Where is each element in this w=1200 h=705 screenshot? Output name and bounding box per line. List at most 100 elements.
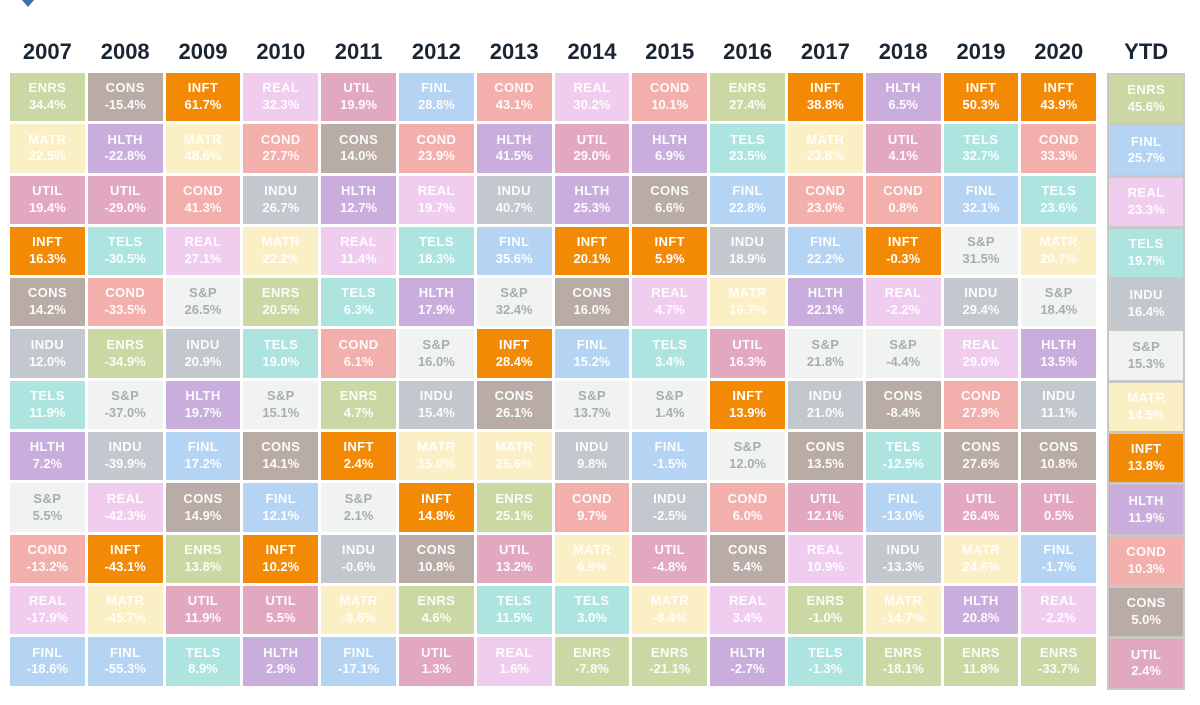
- sector-code: S&P: [1044, 285, 1073, 301]
- return-cell-2010-util: UTIL 5.5%: [243, 585, 319, 635]
- sector-return-value: 22.2%: [262, 251, 300, 267]
- sector-code: ENRS: [884, 644, 923, 660]
- sector-code: MATR: [183, 131, 223, 147]
- sector-return-value: 30.2%: [573, 97, 611, 113]
- sector-code: MATR: [106, 593, 145, 609]
- sector-code: ENRS: [417, 593, 456, 609]
- sector-return-value: -14.7%: [882, 610, 924, 626]
- sector-return-value: 22.2%: [806, 251, 844, 267]
- sector-code: FINL: [498, 234, 530, 250]
- sector-code: UTIL: [1130, 646, 1162, 662]
- sector-return-value: -13.2%: [26, 558, 68, 574]
- sector-return-value: -0.3%: [886, 251, 921, 267]
- sector-code: HLTH: [729, 644, 766, 660]
- sector-return-value: 3.0%: [577, 610, 607, 626]
- sector-code: COND: [649, 80, 690, 96]
- year-header-2007: 2007: [22, 39, 72, 64]
- sector-return-value: 11.8%: [962, 661, 1000, 677]
- return-cell-2019-matr: MATR 24.6%: [943, 534, 1019, 583]
- sector-code: COND: [183, 182, 223, 198]
- sector-return-value: -43.1%: [104, 558, 146, 574]
- sector-code: REAL: [962, 336, 1000, 352]
- sector-code: MATR: [495, 439, 534, 455]
- return-cell-2017-finl: FINL 22.2%: [787, 226, 863, 276]
- year-header-2011: 2011: [334, 39, 383, 64]
- return-cell-2010-enrs: ENRS 20.5%: [243, 278, 319, 327]
- return-cell-2014-finl: FINL 15.2%: [554, 329, 630, 378]
- sector-code: REAL: [262, 80, 300, 96]
- return-cell-2017-inft: INFT 38.8%: [787, 73, 863, 122]
- sector-return-value: -22.8%: [104, 148, 146, 164]
- return-cell-2018-indu: INDU -13.3%: [865, 534, 941, 583]
- return-cell-2008-real: REAL -42.3%: [87, 483, 163, 532]
- sector-code: HLTH: [807, 285, 844, 301]
- return-cell-2019-real: REAL 29.0%: [943, 329, 1019, 378]
- sector-code: S&P: [811, 336, 840, 352]
- year-column-2015: 2015 COND 10.1% HLTH 6.9% CONS 6.6% INFT 5.9% REA…: [632, 0, 708, 690]
- return-cell-2011-cond: COND 6.1%: [321, 329, 396, 378]
- sector-returns-table: 2007 ENRS 34.4% MATR 22.5% UTIL 19.4% INFT 16.3%…: [10, 0, 1186, 690]
- sector-code: ENRS: [28, 80, 67, 96]
- sector-return-value: 1.4%: [654, 404, 685, 420]
- return-cell-2019-cons: CONS 27.6%: [943, 432, 1019, 481]
- return-cell-2010-sp: S&P 15.1%: [243, 380, 319, 430]
- return-cell-2019-finl: FINL 32.1%: [943, 175, 1019, 224]
- return-cell-2011-indu: INDU -0.6%: [321, 534, 396, 583]
- year-column-2009: 2009 INFT 61.7% MATR 48.6% COND 41.3% REAL 27.1%…: [165, 0, 241, 690]
- return-cell-2020-indu: INDU 11.1%: [1021, 380, 1097, 430]
- sector-return-value: -2.2%: [886, 302, 921, 318]
- return-cell-2008-inft: INFT -43.1%: [87, 534, 163, 583]
- return-cell-2015-inft: INFT 5.9%: [632, 226, 708, 276]
- sector-code: UTIL: [1043, 490, 1074, 506]
- sector-return-value: 5.5%: [265, 610, 296, 626]
- sector-return-value: -30.5%: [104, 251, 146, 267]
- sector-code: ENRS: [495, 490, 534, 506]
- sector-return-value: -55.3%: [104, 661, 146, 677]
- sector-code: UTIL: [421, 644, 452, 660]
- return-cell-2007-hlth: HLTH 7.2%: [10, 432, 85, 481]
- sector-code: HLTH: [652, 131, 688, 147]
- year-column-body: INFT 61.7% MATR 48.6% COND 41.3% REAL 27.1% S&P 2…: [165, 73, 241, 686]
- sector-return-value: 31.5%: [962, 251, 1000, 267]
- collapse-arrow-icon[interactable]: [22, 0, 34, 7]
- sector-return-value: 15.3%: [1127, 355, 1165, 371]
- sector-code: COND: [416, 131, 457, 147]
- sector-code: FINL: [265, 490, 297, 506]
- sector-code: FINL: [965, 182, 997, 198]
- sector-code: CONS: [339, 131, 379, 147]
- sector-return-value: 25.7%: [1127, 150, 1165, 166]
- sector-return-value: 13.2%: [495, 558, 533, 574]
- sector-code: UTIL: [109, 182, 141, 198]
- return-cell-2015-tels: TELS 3.4%: [632, 329, 708, 378]
- return-cell-2008-hlth: HLTH -22.8%: [87, 124, 163, 173]
- sector-code: CONS: [261, 439, 301, 455]
- return-cell-2012-finl: FINL 28.8%: [398, 73, 474, 122]
- sector-code: FINL: [576, 336, 608, 352]
- sector-code: TELS: [341, 285, 376, 301]
- sector-return-value: -1.7%: [1041, 558, 1076, 574]
- sector-return-value: 50.3%: [962, 97, 1000, 113]
- sector-return-value: 1.3%: [421, 661, 452, 677]
- return-cell-2012-indu: INDU 15.4%: [398, 380, 474, 430]
- return-cell-2016-finl: FINL 22.8%: [710, 175, 785, 224]
- return-cell-2010-tels: TELS 19.0%: [243, 329, 319, 378]
- sector-code: INFT: [498, 336, 530, 352]
- return-cell-2018-real: REAL -2.2%: [865, 278, 941, 327]
- return-cell-2009-real: REAL 27.1%: [165, 226, 241, 276]
- year-column-body: UTIL 19.9% CONS 14.0% HLTH 12.7% REAL 11.4% TELS…: [321, 73, 396, 686]
- return-cell-2015-real: REAL 4.7%: [632, 278, 708, 327]
- return-cell-2010-matr: MATR 22.2%: [243, 226, 319, 276]
- sector-code: MATR: [261, 234, 300, 250]
- sector-return-value: -13.0%: [882, 507, 924, 523]
- return-cell-2015-indu: INDU -2.5%: [632, 483, 708, 532]
- return-cell-2009-cons: CONS 14.9%: [165, 483, 241, 532]
- sector-code: INFT: [1130, 441, 1162, 457]
- sector-return-value: 23.8%: [806, 148, 844, 164]
- return-cell-2007-sp: S&P 5.5%: [10, 483, 85, 532]
- return-cell-2016-matr: MATR 16.7%: [710, 278, 785, 327]
- return-cell-2017-cond: COND 23.0%: [787, 175, 863, 224]
- sector-code: CONS: [572, 285, 612, 301]
- sector-code: COND: [572, 490, 612, 506]
- return-cell-2007-indu: INDU 12.0%: [10, 329, 85, 378]
- sector-return-value: 6.9%: [577, 558, 607, 574]
